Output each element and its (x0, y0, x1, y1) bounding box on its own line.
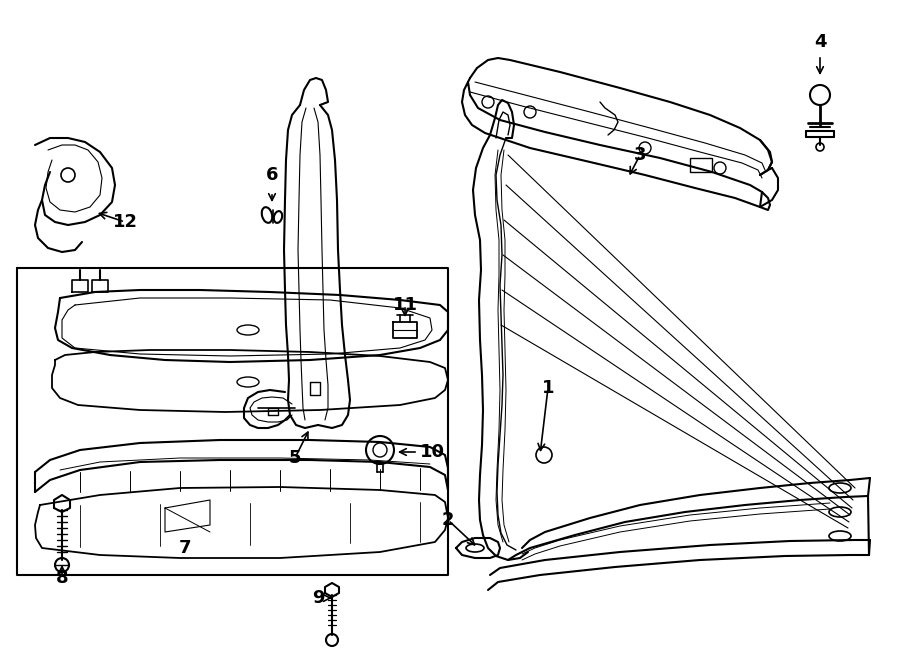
Text: 9: 9 (311, 589, 324, 607)
Text: 7: 7 (179, 539, 191, 557)
Text: 5: 5 (289, 449, 302, 467)
Text: 10: 10 (419, 443, 445, 461)
Text: 12: 12 (112, 213, 138, 231)
Text: 6: 6 (266, 166, 278, 184)
Text: 4: 4 (814, 33, 826, 51)
Text: 11: 11 (392, 296, 418, 314)
Text: 2: 2 (442, 511, 454, 529)
Text: 3: 3 (634, 146, 646, 164)
Text: 1: 1 (542, 379, 554, 397)
Text: 8: 8 (56, 569, 68, 587)
